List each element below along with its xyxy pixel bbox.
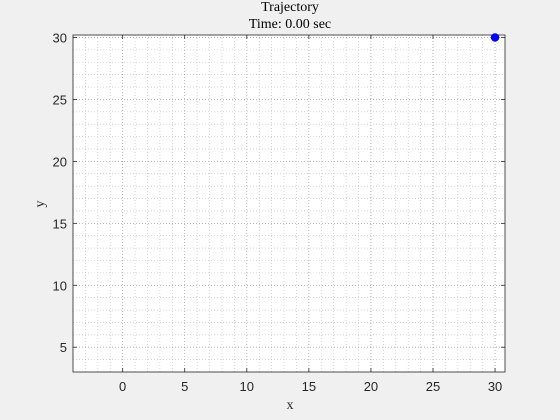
y-axis-label: y: [33, 201, 48, 208]
plot-axes: 0 5 10 15 20 25 30 5 10 15 20 25 30: [53, 30, 506, 394]
x-tick-label: 0: [119, 379, 126, 394]
chart-subtitle: Time: 0.00 sec: [249, 17, 331, 32]
x-tick-label: 5: [181, 379, 188, 394]
plot-area: [73, 35, 505, 372]
y-tick-label: 25: [53, 92, 67, 107]
x-axis-label: x: [287, 398, 294, 413]
y-tick-label: 30: [53, 30, 67, 45]
y-tick-label: 5: [60, 340, 67, 355]
x-tick-label: 25: [426, 379, 440, 394]
y-tick-label: 10: [53, 278, 67, 293]
y-tick-label: 20: [53, 154, 67, 169]
x-tick-label: 10: [240, 379, 254, 394]
x-tick-label: 30: [488, 379, 502, 394]
trajectory-point: [490, 33, 500, 42]
y-tick-label: 15: [53, 216, 67, 231]
x-tick-label: 15: [302, 379, 316, 394]
x-tick-label: 20: [364, 379, 378, 394]
axes-box: [72, 34, 506, 373]
chart-title: Trajectory: [261, 0, 319, 15]
